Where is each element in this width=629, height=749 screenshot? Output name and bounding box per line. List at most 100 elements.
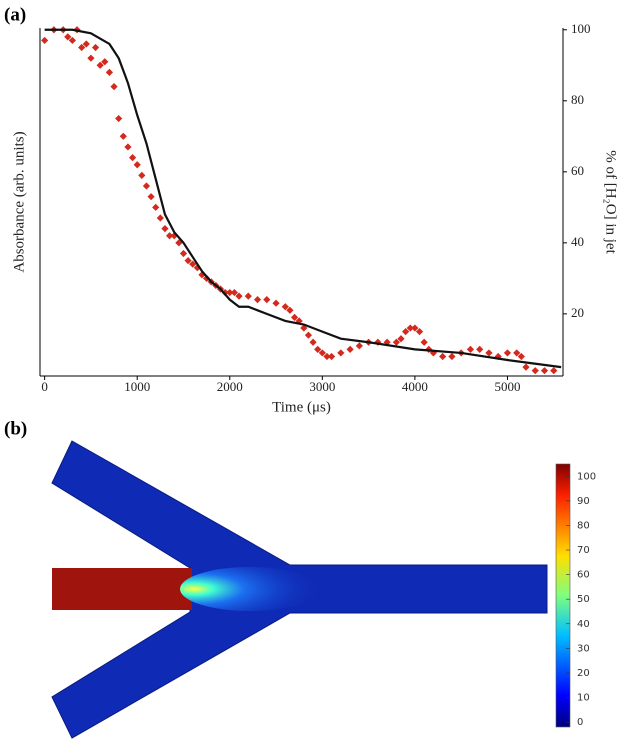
y2-tick-label: 40 (571, 234, 584, 249)
x-axis-label: Time (μs) (272, 399, 331, 415)
colorbar-tick-label: 60 (577, 570, 590, 581)
data-point (147, 193, 155, 201)
panel-label: (a) (4, 4, 26, 25)
y2-tick-label: 80 (571, 92, 584, 107)
data-point (466, 345, 475, 353)
data-point (290, 313, 299, 322)
data-point (133, 161, 141, 169)
data-point (429, 349, 438, 357)
colorbar-tick-label: 80 (577, 520, 590, 531)
data-point (91, 43, 100, 52)
data-point (203, 274, 211, 282)
x-tick-label: 3000 (309, 379, 335, 394)
data-point (64, 33, 72, 41)
data-point (41, 36, 49, 45)
data-point (420, 338, 428, 346)
data-point (115, 114, 123, 123)
data-point (142, 182, 151, 190)
y2-axis-label: % of [H₂O] in jet (603, 150, 619, 254)
colorbar-tick-label: 0 (577, 717, 583, 728)
data-point (156, 214, 164, 222)
data-point (96, 61, 104, 69)
colorbar (555, 463, 571, 728)
data-point (119, 132, 127, 140)
data-point (165, 232, 174, 240)
data-point (439, 352, 447, 361)
data-point (411, 324, 419, 332)
data-point (522, 363, 530, 371)
colorbar-tick-label: 20 (577, 668, 590, 679)
y2-tick-label: 60 (571, 163, 584, 178)
data-point (304, 331, 313, 339)
data-point (550, 367, 558, 375)
y2-tick-label: 20 (571, 305, 584, 320)
data-point (503, 349, 512, 357)
data-point (281, 303, 289, 311)
data-point (161, 225, 169, 233)
data-point (230, 288, 238, 297)
data-point (87, 54, 95, 62)
data-point (138, 171, 146, 179)
data-point (392, 338, 400, 346)
data-point (517, 352, 525, 361)
colorbar-tick-label: 10 (577, 693, 590, 704)
data-point (402, 328, 410, 336)
colorbar-tick-label: 90 (577, 496, 590, 507)
data-point (189, 260, 197, 268)
channel-map (51, 440, 548, 739)
panel-label: (b) (4, 418, 27, 439)
x-tick-label: 0 (41, 379, 48, 394)
data-point (531, 367, 539, 375)
data-point (406, 324, 414, 332)
data-point (318, 349, 326, 357)
colorbar-tick-label: 50 (577, 594, 590, 605)
data-point (193, 264, 201, 272)
data-point (494, 352, 502, 361)
data-line (44, 28, 562, 369)
x-tick-label: 1000 (124, 379, 150, 394)
y2-tick-label: 100 (571, 21, 591, 36)
x-tick-label: 2000 (217, 379, 243, 394)
data-point (78, 43, 86, 52)
x-tick-label: 5000 (494, 379, 520, 394)
y-axis-label: Absorbance (arb. units) (11, 131, 27, 272)
data-point (346, 345, 354, 353)
data-point (110, 82, 118, 91)
data-point (323, 352, 331, 361)
data-point (101, 58, 109, 66)
data-point (337, 349, 345, 357)
data-point (540, 367, 549, 375)
data-point (295, 317, 303, 325)
data-point (263, 296, 271, 304)
data-point (179, 249, 188, 258)
data-point (397, 335, 405, 343)
data-point (226, 288, 234, 297)
data-point (253, 296, 262, 304)
data-point (244, 292, 252, 300)
data-point (355, 342, 363, 350)
data-point (124, 143, 132, 151)
data-point (128, 154, 137, 162)
data-point (198, 271, 206, 279)
data-point (68, 36, 76, 45)
colorbar-tick-label: 30 (577, 643, 590, 654)
data-point (327, 352, 336, 361)
data-point (314, 345, 322, 353)
data-point (152, 203, 160, 211)
data-point (513, 349, 521, 357)
colorbar-tick-label: 70 (577, 545, 590, 556)
data-point (415, 328, 424, 336)
data-point (105, 68, 114, 76)
data-point (235, 292, 243, 300)
colorbar-tick-label: 100 (577, 471, 596, 482)
data-point (286, 306, 294, 314)
x-tick-label: 4000 (402, 379, 428, 394)
data-point (485, 349, 493, 357)
colorbar-tick-label: 40 (577, 619, 590, 630)
data-point (184, 256, 192, 265)
data-point (476, 345, 484, 353)
data-point (272, 299, 280, 307)
data-point (309, 338, 317, 346)
data-point (82, 40, 90, 48)
